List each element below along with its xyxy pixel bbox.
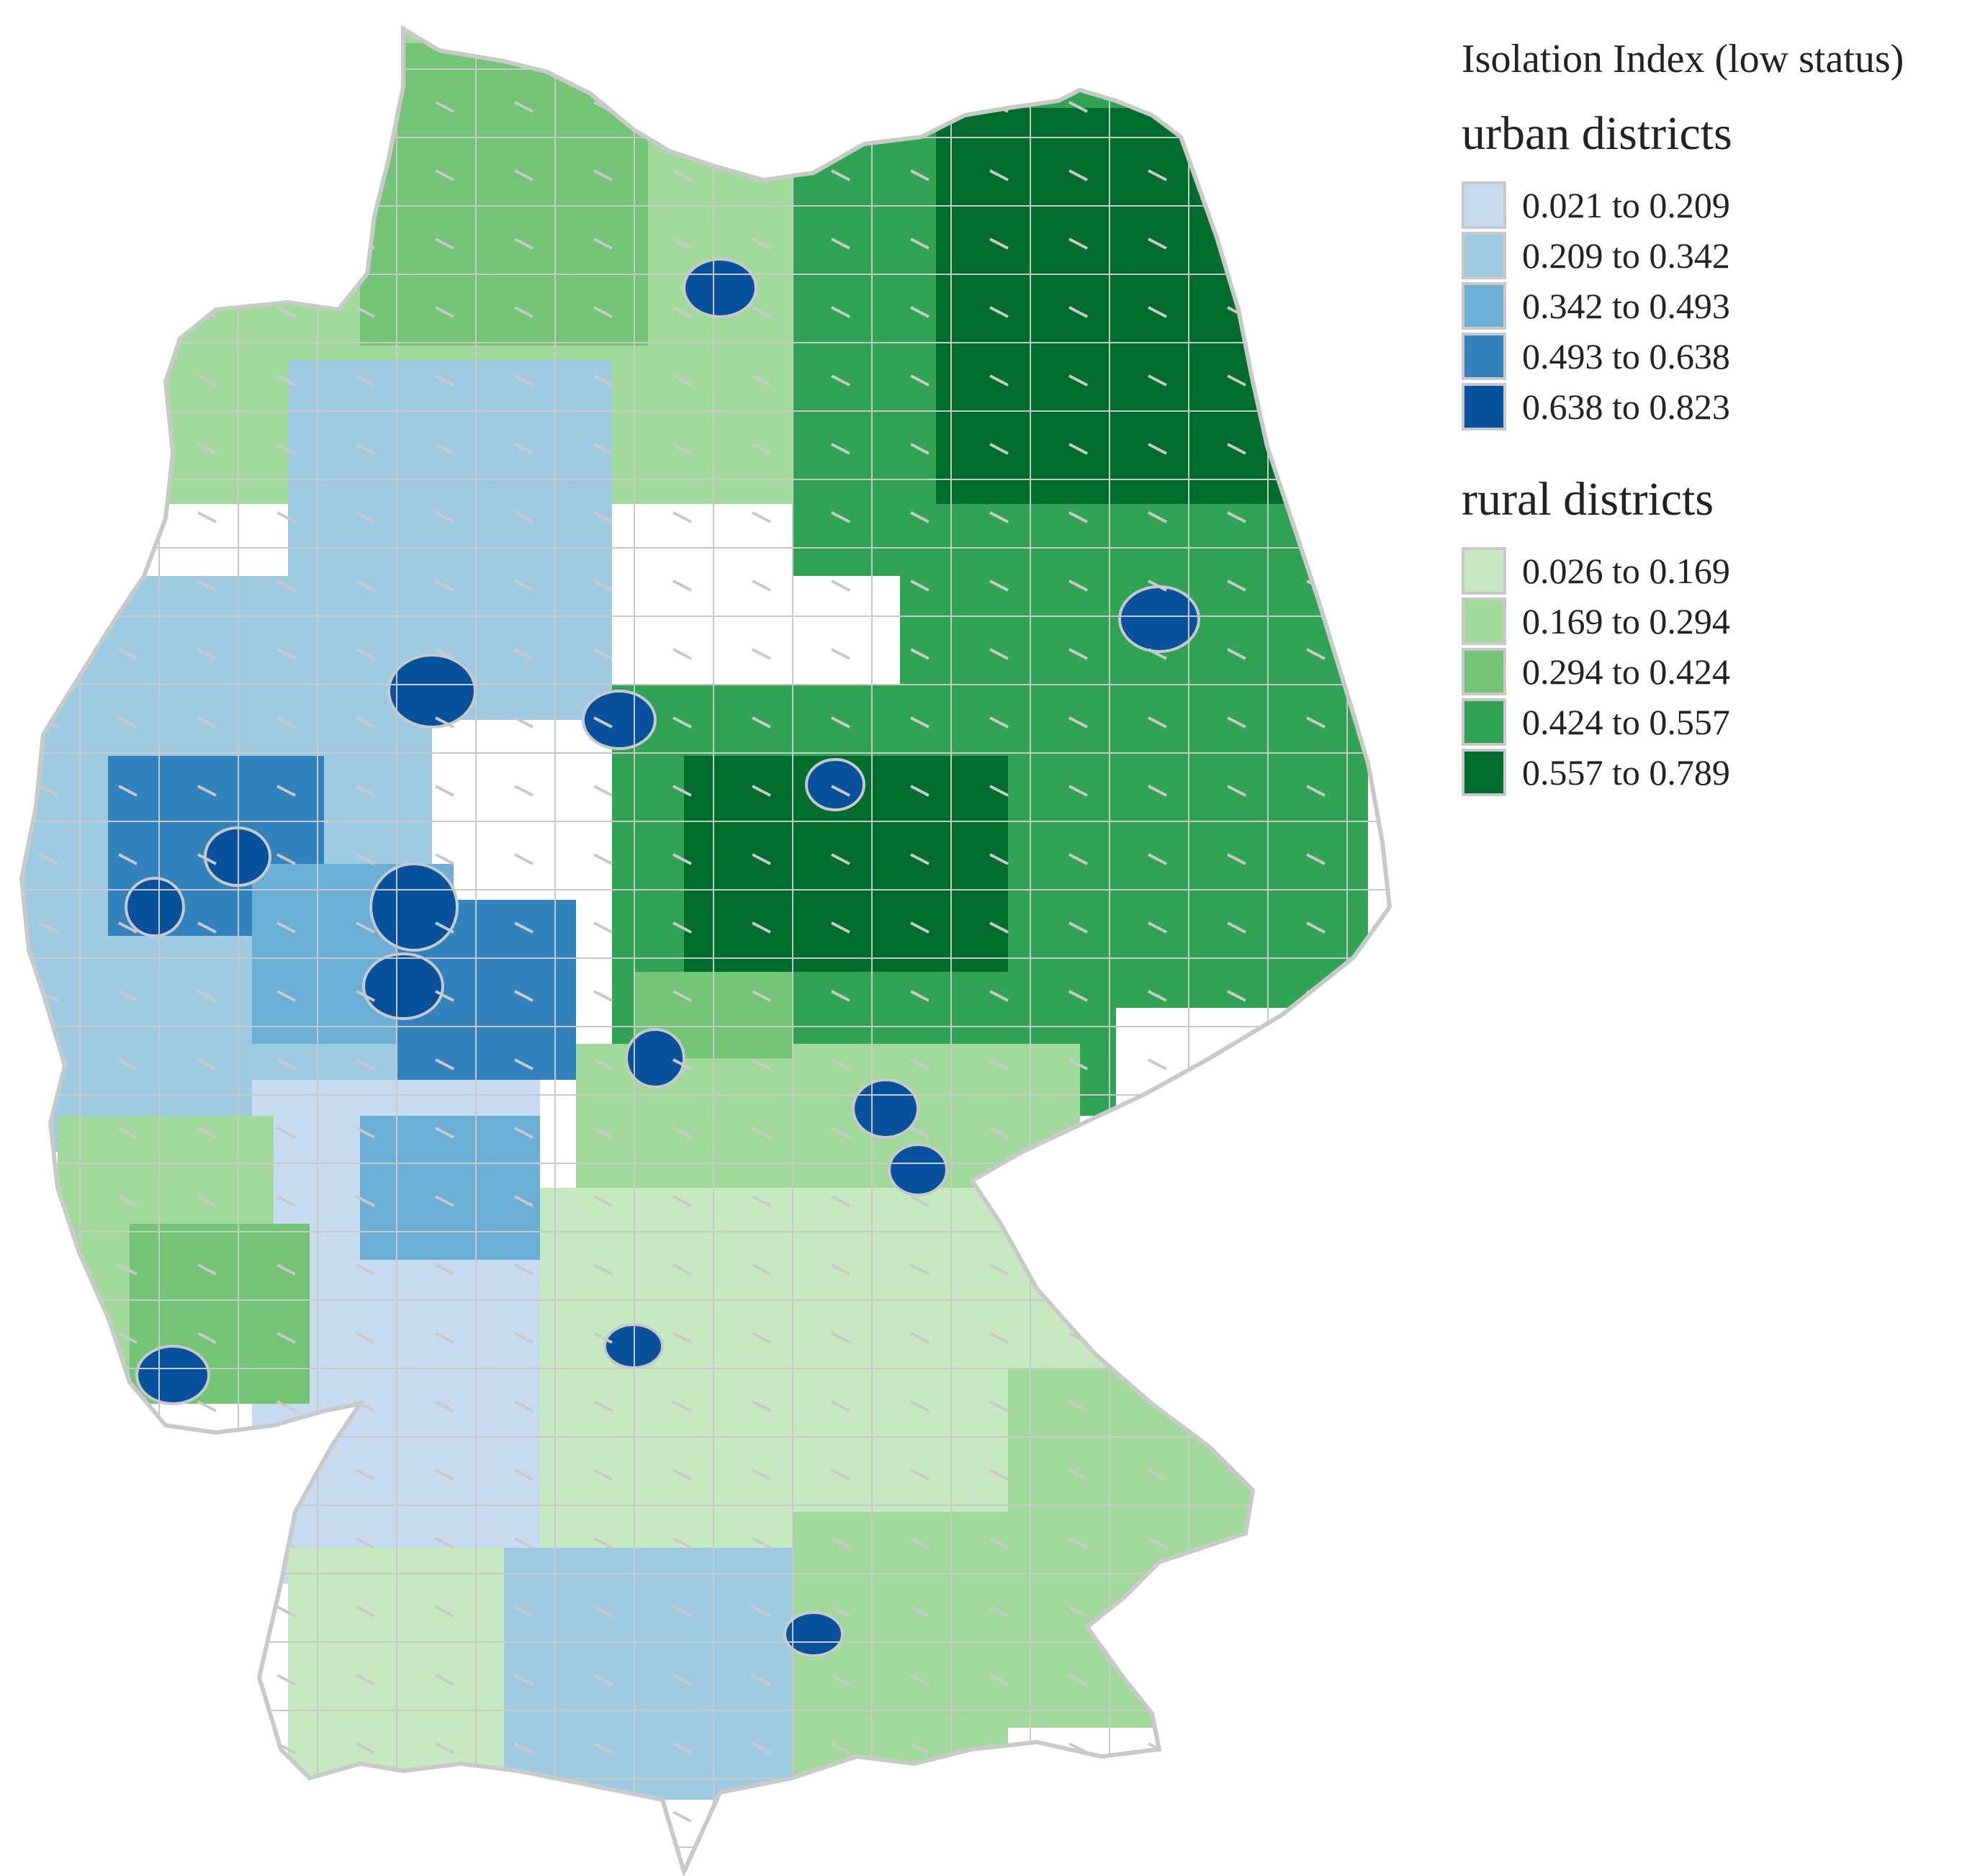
legend-rural-item: 0.026 to 0.169 xyxy=(1462,546,1958,596)
legend-label: 0.169 to 0.294 xyxy=(1522,601,1730,641)
legend-label: 0.294 to 0.424 xyxy=(1522,651,1730,692)
legend-swatch xyxy=(1462,181,1506,229)
legend-swatch xyxy=(1462,547,1506,595)
legend-swatch xyxy=(1462,333,1506,380)
legend-urban-item: 0.021 to 0.209 xyxy=(1462,180,1958,230)
legend-swatch xyxy=(1462,597,1506,645)
legend-swatch xyxy=(1462,648,1506,695)
legend-swatch xyxy=(1462,282,1506,330)
country-outline xyxy=(19,24,1392,1876)
legend-rural-item: 0.424 to 0.557 xyxy=(1462,697,1958,747)
map-legend: Isolation Index (low status) urban distr… xyxy=(1462,36,1958,838)
legend-title: Isolation Index (low status) xyxy=(1462,37,1904,81)
legend-rural-title: rural districts xyxy=(1462,473,1714,526)
legend-swatch xyxy=(1462,232,1506,279)
legend-rural-item: 0.557 to 0.789 xyxy=(1462,747,1958,798)
legend-label: 0.026 to 0.169 xyxy=(1522,551,1730,591)
legend-urban-item: 0.493 to 0.638 xyxy=(1462,331,1958,382)
legend-label: 0.209 to 0.342 xyxy=(1522,235,1730,276)
legend-label: 0.424 to 0.557 xyxy=(1522,702,1730,742)
legend-urban-item: 0.342 to 0.493 xyxy=(1462,281,1958,331)
legend-rural-list: 0.026 to 0.169 0.169 to 0.294 0.294 to 0… xyxy=(1462,546,1958,798)
legend-rural-item: 0.169 to 0.294 xyxy=(1462,596,1958,646)
legend-label: 0.021 to 0.209 xyxy=(1522,185,1730,225)
legend-label: 0.638 to 0.823 xyxy=(1522,387,1730,427)
legend-urban-list: 0.021 to 0.209 0.209 to 0.342 0.342 to 0… xyxy=(1462,180,1958,432)
legend-swatch xyxy=(1462,383,1506,430)
legend-rural-item: 0.294 to 0.424 xyxy=(1462,646,1958,697)
legend-urban-item: 0.209 to 0.342 xyxy=(1462,230,1958,281)
legend-urban-item: 0.638 to 0.823 xyxy=(1462,382,1958,432)
legend-label: 0.493 to 0.638 xyxy=(1522,336,1730,376)
legend-urban-title: urban districts xyxy=(1462,107,1732,160)
legend-swatch xyxy=(1462,698,1506,746)
legend-swatch xyxy=(1462,749,1506,796)
legend-label: 0.342 to 0.493 xyxy=(1522,286,1730,326)
legend-label: 0.557 to 0.789 xyxy=(1522,752,1730,793)
